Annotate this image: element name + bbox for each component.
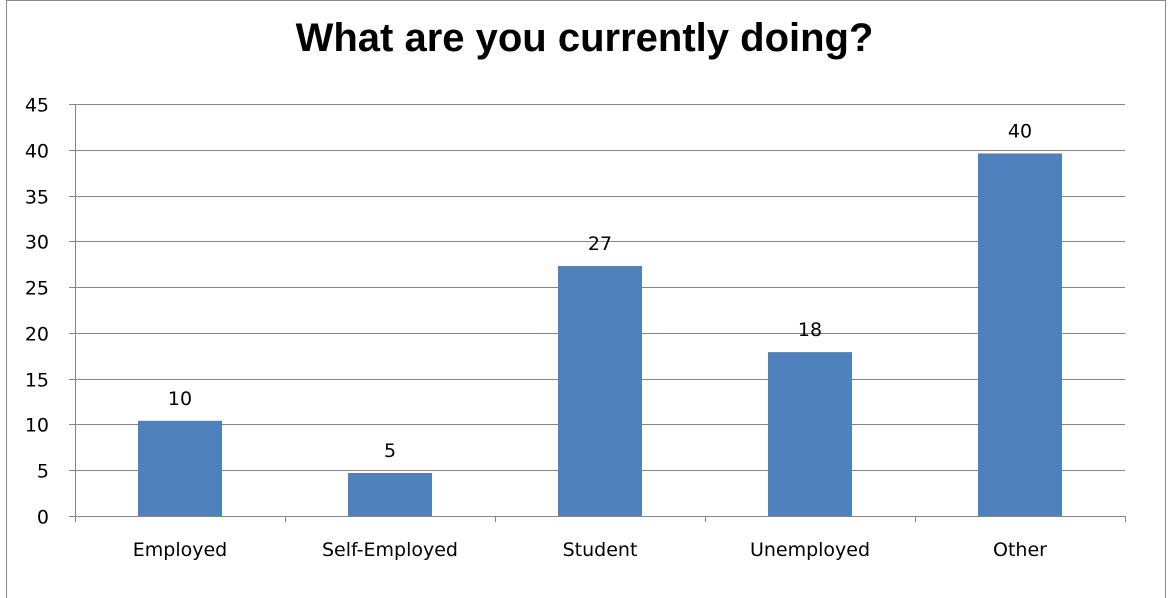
data-label: 5 [384, 440, 396, 462]
data-label: 18 [798, 319, 822, 341]
axes [69, 104, 1126, 522]
bars [138, 153, 1062, 516]
x-tick-label: Unemployed [750, 539, 870, 561]
bar [768, 352, 852, 516]
bar [978, 153, 1062, 516]
bar [348, 472, 432, 516]
data-label: 27 [588, 233, 612, 255]
y-tick-label: 20 [25, 324, 49, 346]
y-tick-label: 0 [37, 507, 49, 529]
bar [138, 420, 222, 516]
y-tick-label: 15 [25, 370, 49, 392]
x-tick-label: Employed [133, 539, 227, 561]
x-tick-label: Student [563, 539, 638, 561]
chart-title: What are you currently doing? [295, 16, 874, 60]
y-tick-label: 45 [25, 95, 49, 117]
labels: 0 5 10 15 20 25 30 35 40 45 10 Employed 5 Self-Employ… [25, 95, 1047, 562]
bar [558, 266, 642, 516]
data-label: 10 [168, 388, 192, 410]
y-tick-label: 25 [25, 278, 49, 300]
x-tick-label: Other [993, 539, 1047, 561]
x-tick-label: Self-Employed [322, 539, 458, 561]
y-tick-label: 5 [37, 461, 49, 483]
y-tick-label: 40 [25, 141, 49, 163]
y-tick-label: 10 [25, 415, 49, 437]
y-tick-label: 30 [25, 232, 49, 254]
data-label: 40 [1008, 120, 1032, 142]
y-tick-label: 35 [25, 187, 49, 209]
